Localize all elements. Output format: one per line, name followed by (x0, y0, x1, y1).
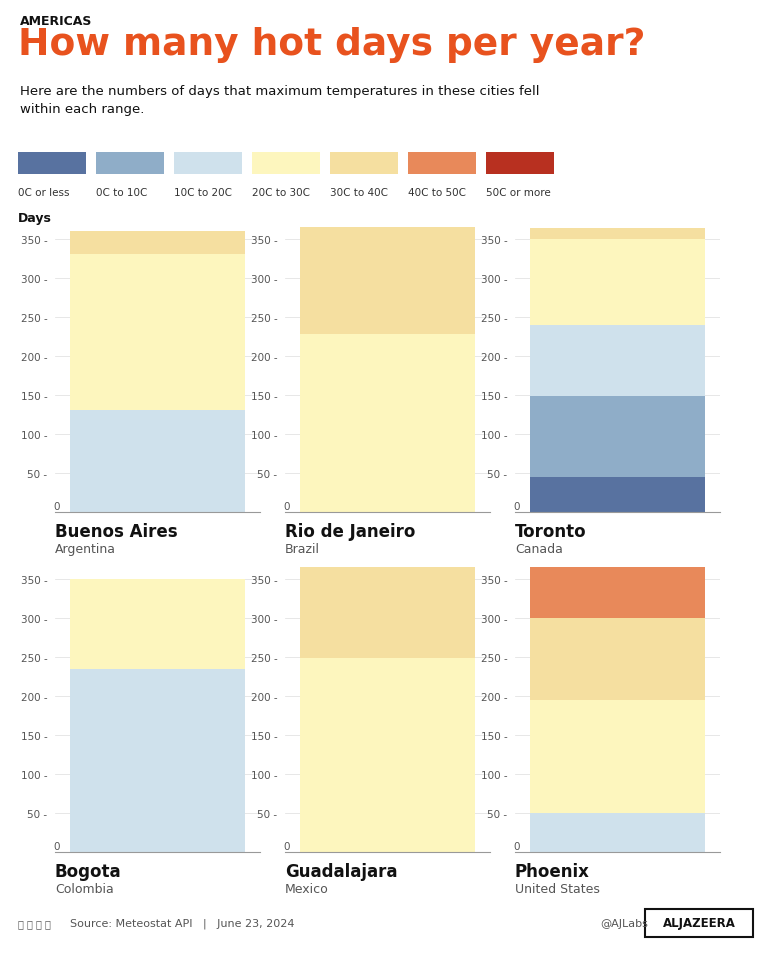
Text: Bogota: Bogota (55, 862, 122, 880)
Text: ALJAZEERA: ALJAZEERA (662, 917, 735, 929)
Text: 20C to 30C: 20C to 30C (252, 187, 310, 198)
Bar (531, 229, 705, 240)
Bar (531, 240, 705, 326)
Text: Canada: Canada (515, 542, 563, 555)
Bar (645, 909, 753, 937)
Text: Guadalajara: Guadalajara (285, 862, 397, 880)
Bar (70, 669, 245, 852)
Text: Days: Days (18, 212, 52, 225)
Text: Ⓒ Ⓞ Ⓝ Ⓐ: Ⓒ Ⓞ Ⓝ Ⓐ (18, 918, 51, 928)
Bar (408, 153, 476, 175)
Bar (174, 153, 242, 175)
Text: Brazil: Brazil (285, 542, 320, 555)
Bar (300, 658, 474, 852)
Bar (531, 700, 705, 813)
Bar (70, 255, 245, 411)
Bar (252, 153, 320, 175)
Text: Rio de Janeiro: Rio de Janeiro (285, 523, 415, 540)
Text: 50C or more: 50C or more (486, 187, 551, 198)
Text: 40C to 50C: 40C to 50C (408, 187, 466, 198)
Text: Argentina: Argentina (55, 542, 116, 555)
Text: 0: 0 (283, 502, 290, 511)
Bar (300, 334, 474, 512)
Bar (70, 579, 245, 669)
Text: 0C or less: 0C or less (18, 187, 69, 198)
Text: 0: 0 (53, 841, 59, 851)
Text: 0: 0 (513, 841, 520, 851)
Text: Toronto: Toronto (515, 523, 587, 540)
Bar (531, 813, 705, 852)
Bar (486, 153, 554, 175)
Bar (96, 153, 164, 175)
Bar (531, 326, 705, 396)
Text: Mexico: Mexico (285, 882, 329, 895)
Bar (300, 567, 474, 658)
Text: 0: 0 (53, 502, 59, 511)
Bar (531, 618, 705, 700)
Text: 0C to 10C: 0C to 10C (96, 187, 147, 198)
Bar (531, 478, 705, 512)
Bar (531, 567, 705, 618)
Bar (18, 153, 86, 175)
Bar (300, 228, 474, 334)
Text: Colombia: Colombia (55, 882, 114, 895)
Text: How many hot days per year?: How many hot days per year? (18, 27, 645, 62)
Bar (70, 411, 245, 512)
Text: 30C to 40C: 30C to 40C (330, 187, 388, 198)
Text: Buenos Aires: Buenos Aires (55, 523, 178, 540)
Text: Source: Meteostat API   |   June 23, 2024: Source: Meteostat API | June 23, 2024 (70, 918, 294, 928)
Text: @AJLabs: @AJLabs (600, 918, 648, 928)
Text: 0: 0 (283, 841, 290, 851)
Text: 10C to 20C: 10C to 20C (174, 187, 232, 198)
Bar (531, 396, 705, 478)
Text: Here are the numbers of days that maximum temperatures in these cities fell
with: Here are the numbers of days that maximu… (20, 85, 540, 116)
Bar (330, 153, 398, 175)
Text: Phoenix: Phoenix (515, 862, 590, 880)
Text: 0: 0 (513, 502, 520, 511)
Bar (70, 232, 245, 255)
Text: AMERICAS: AMERICAS (20, 15, 92, 28)
Text: United States: United States (515, 882, 600, 895)
